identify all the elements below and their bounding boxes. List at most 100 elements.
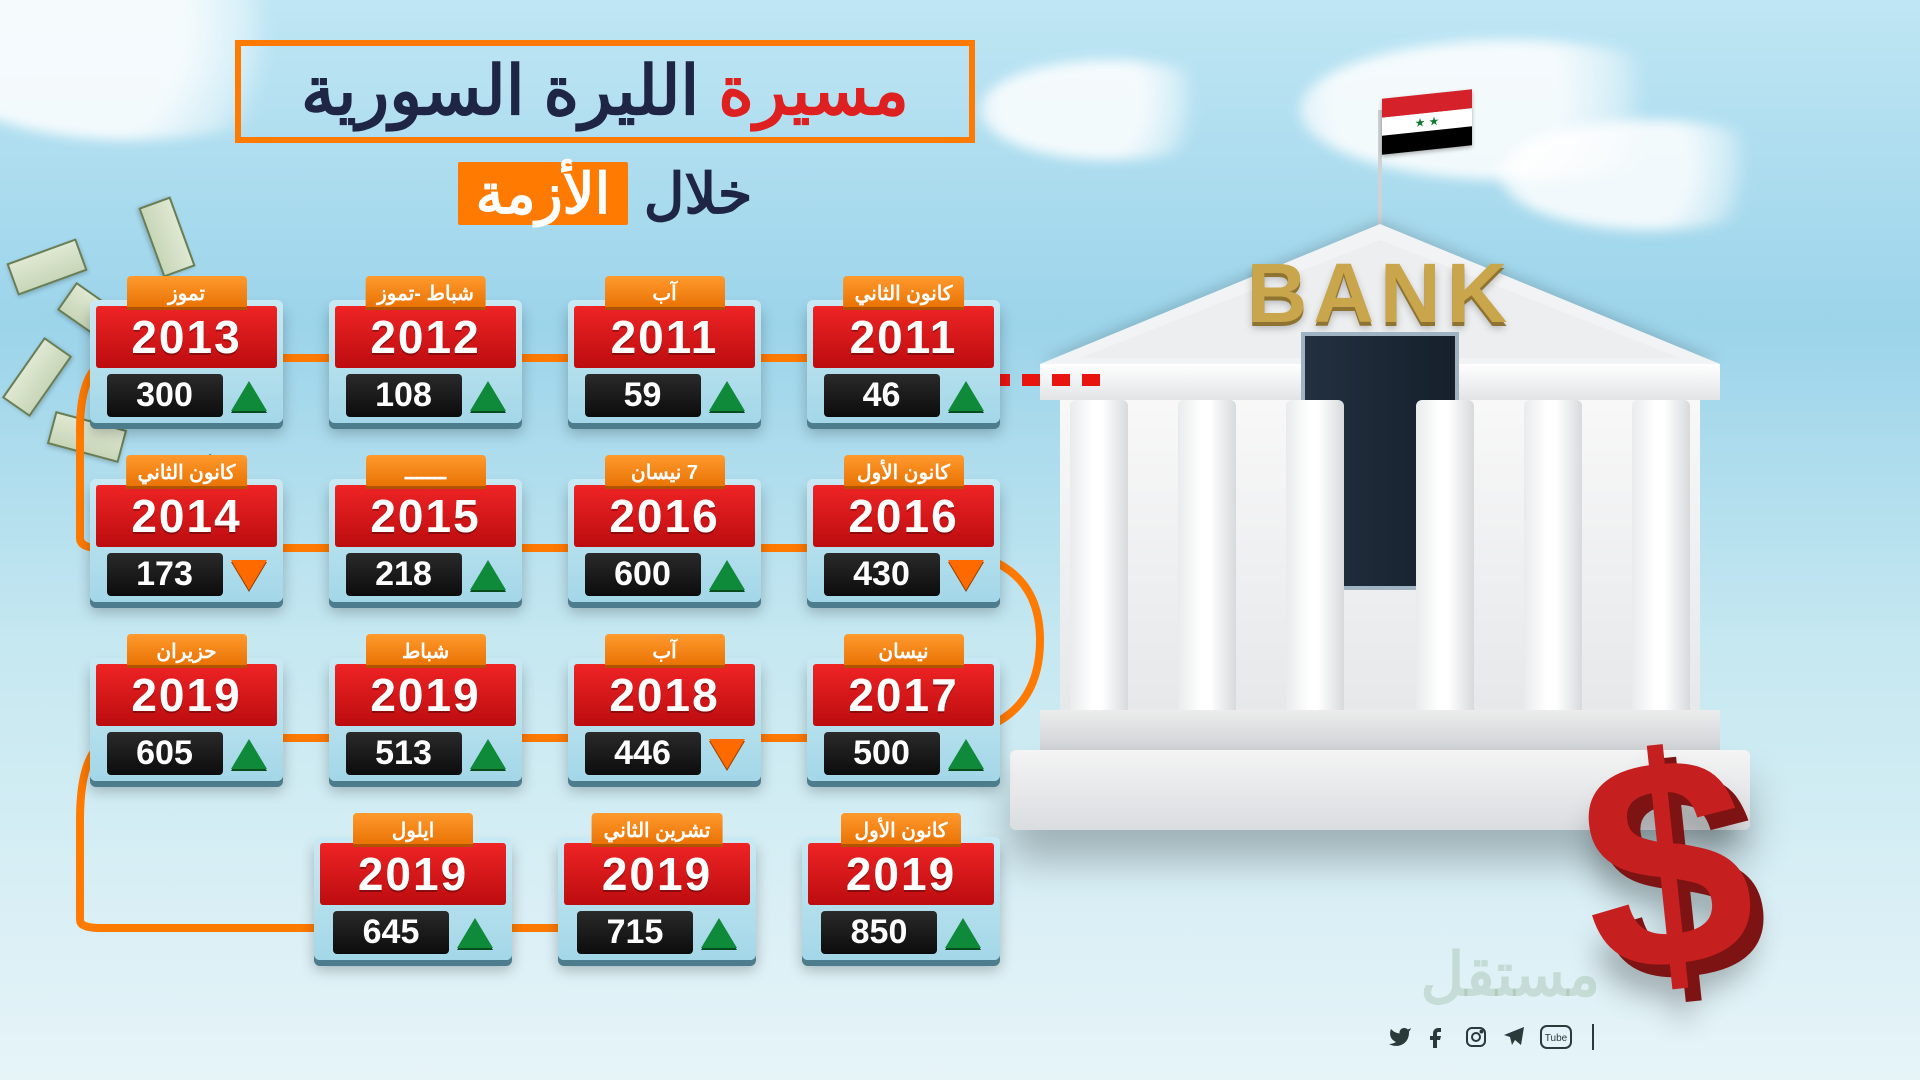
trend-up-icon xyxy=(231,739,267,769)
card-year: 2015 xyxy=(335,485,516,547)
card-year: 2019 xyxy=(564,843,750,905)
data-card: كانون الثاني201146 xyxy=(807,300,1000,423)
data-card: آب201159 xyxy=(568,300,761,423)
title-part-2: الليرة السورية xyxy=(301,53,699,129)
card-value-row: 850 xyxy=(808,911,994,954)
trend-up-icon xyxy=(457,918,493,948)
card-value: 300 xyxy=(107,374,223,417)
data-card: نيسان2017500 xyxy=(807,658,1000,781)
card-month-tab: نيسان xyxy=(844,634,964,668)
card-value: 850 xyxy=(821,911,937,954)
card-value: 605 xyxy=(107,732,223,775)
svg-text:Tube: Tube xyxy=(1545,1033,1568,1044)
card-value: 59 xyxy=(585,374,701,417)
data-card: كانون الأول2016430 xyxy=(807,479,1000,602)
data-card: تشرين الثاني2019715 xyxy=(558,837,756,960)
card-value-row: 513 xyxy=(335,732,516,775)
subtitle: خلال الأزمة xyxy=(130,161,1080,227)
card-month-tab: كانون الأول xyxy=(841,813,961,847)
card-value: 46 xyxy=(824,374,940,417)
social-icons: Tube xyxy=(1388,1024,1600,1050)
card-month-tab: كانون الثاني xyxy=(126,455,248,489)
card-value: 430 xyxy=(824,553,940,596)
card-value-row: 600 xyxy=(574,553,755,596)
data-card: 7 نيسان2016600 xyxy=(568,479,761,602)
trend-up-icon xyxy=(470,381,506,411)
card-value: 500 xyxy=(824,732,940,775)
timeline-row: كانون الأول2019850تشرين الثاني2019715ايل… xyxy=(90,837,1000,960)
card-year: 2019 xyxy=(320,843,506,905)
money-bill xyxy=(2,337,72,417)
bank-column xyxy=(1524,400,1582,710)
card-value-row: 605 xyxy=(96,732,277,775)
card-value-row: 46 xyxy=(813,374,994,417)
telegram-icon xyxy=(1502,1025,1526,1049)
card-year: 2019 xyxy=(808,843,994,905)
trend-up-icon xyxy=(470,560,506,590)
card-value: 446 xyxy=(585,732,701,775)
card-year: 2014 xyxy=(96,485,277,547)
card-month-tab: ايلول xyxy=(353,813,473,847)
trend-up-icon xyxy=(948,381,984,411)
card-year: 2013 xyxy=(96,306,277,368)
card-month-tab: حزيران xyxy=(127,634,247,668)
trend-down-icon xyxy=(709,739,745,769)
instagram-icon xyxy=(1464,1025,1488,1049)
syrian-flag: ★ ★ xyxy=(1382,89,1472,154)
trend-up-icon xyxy=(231,381,267,411)
card-value-row: 430 xyxy=(813,553,994,596)
bank-column xyxy=(1416,400,1474,710)
card-month-tab: كانون الأول xyxy=(844,455,964,489)
trend-up-icon xyxy=(470,739,506,769)
subtitle-plain: خلال xyxy=(644,162,753,225)
card-year: 2017 xyxy=(813,664,994,726)
card-year: 2019 xyxy=(96,664,277,726)
card-month-tab: 7 نيسان xyxy=(605,455,725,489)
card-month-tab: شباط -تموز xyxy=(365,276,486,310)
timeline-cards: كانون الثاني 2011 46 آب201159 شباط -تموز2012… xyxy=(90,300,1000,1016)
card-value-row: 446 xyxy=(574,732,755,775)
trend-down-icon xyxy=(948,560,984,590)
data-card: كانون الأول2019850 xyxy=(802,837,1000,960)
card-value-row: 715 xyxy=(564,911,750,954)
data-card: آب2018446 xyxy=(568,658,761,781)
trend-up-icon xyxy=(709,560,745,590)
trend-up-icon xyxy=(709,381,745,411)
card-month-tab: آب xyxy=(605,634,725,668)
facebook-icon xyxy=(1426,1025,1450,1049)
trend-down-icon xyxy=(231,560,267,590)
trend-up-icon xyxy=(948,739,984,769)
card-value-row: 500 xyxy=(813,732,994,775)
timeline-row: كانون الثاني201146آب201159شباط -تموز2012… xyxy=(90,300,1000,423)
card-month-tab: ـــــــ xyxy=(366,455,486,489)
data-card: حزيران2019605 xyxy=(90,658,283,781)
bank-base xyxy=(1060,400,1700,710)
card-month-tab: تشرين الثاني xyxy=(592,813,723,847)
bank-column xyxy=(1286,400,1344,710)
card-year: 2012 xyxy=(335,306,516,368)
card-month-tab: كانون الثاني xyxy=(843,276,965,310)
watermark: مستقل xyxy=(1420,940,1600,1010)
data-card: تموز2013300 xyxy=(90,300,283,423)
data-card: ايلول2019645 xyxy=(314,837,512,960)
twitter-icon xyxy=(1388,1025,1412,1049)
card-year: 2011 xyxy=(813,306,994,368)
card-value-row: 218 xyxy=(335,553,516,596)
card-value-row: 645 xyxy=(320,911,506,954)
card-value: 645 xyxy=(333,911,449,954)
card-value-row: 173 xyxy=(96,553,277,596)
card-value-row: 300 xyxy=(96,374,277,417)
subtitle-highlight: الأزمة xyxy=(458,162,629,225)
card-value: 513 xyxy=(346,732,462,775)
data-card: شباط -تموز2012108 xyxy=(329,300,522,423)
bank-column xyxy=(1178,400,1236,710)
card-value: 600 xyxy=(585,553,701,596)
card-value: 173 xyxy=(107,553,223,596)
card-month-tab: آب xyxy=(605,276,725,310)
card-year: 2016 xyxy=(574,485,755,547)
trend-up-icon xyxy=(701,918,737,948)
card-value: 715 xyxy=(577,911,693,954)
card-month-tab: شباط xyxy=(366,634,486,668)
title-part-1: مسيرة xyxy=(718,53,909,129)
main-title: مسيرة الليرة السورية xyxy=(235,40,975,143)
